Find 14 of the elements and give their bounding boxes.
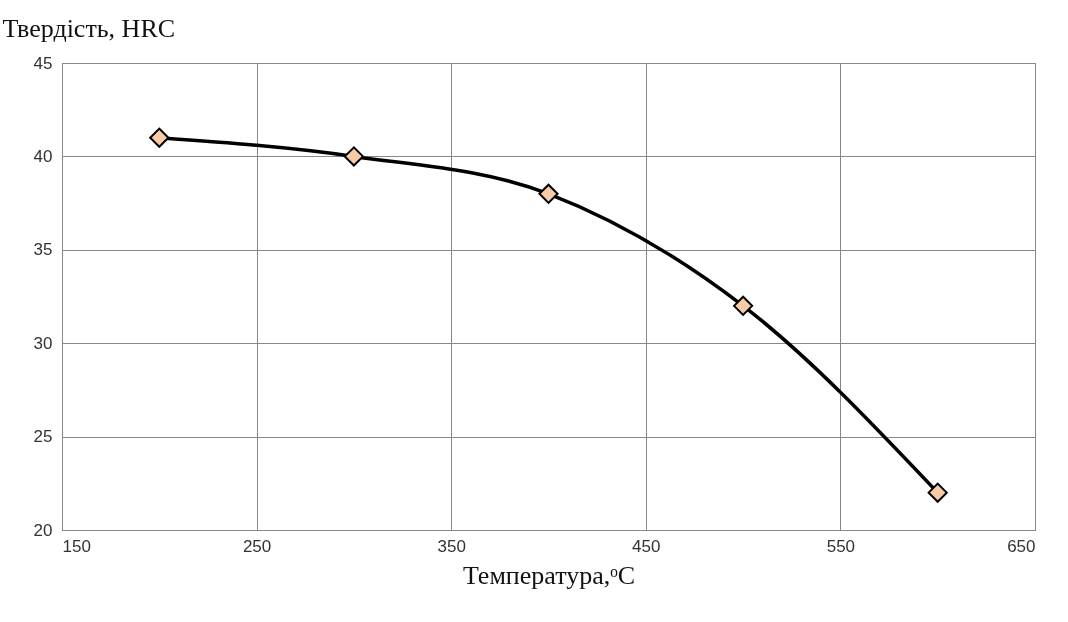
y-tick-label: 25 (33, 427, 53, 447)
y-tick-label: 40 (33, 146, 53, 166)
x-tick-label: 450 (632, 536, 661, 556)
x-tick-label: 350 (437, 536, 466, 556)
x-axis-title: Температура,ᵒC (462, 560, 636, 590)
y-tick-label: 45 (33, 53, 53, 73)
x-tick-label: 550 (826, 536, 856, 556)
x-tick-label: 150 (62, 536, 91, 556)
x-tick-label: 650 (1007, 536, 1036, 556)
y-axis-title: Твердість, HRC (2, 13, 176, 43)
x-tick-label: 250 (242, 536, 272, 556)
y-tick-label: 35 (33, 240, 53, 260)
y-tick-label: 30 (33, 333, 53, 353)
y-tick-label: 20 (33, 520, 53, 540)
